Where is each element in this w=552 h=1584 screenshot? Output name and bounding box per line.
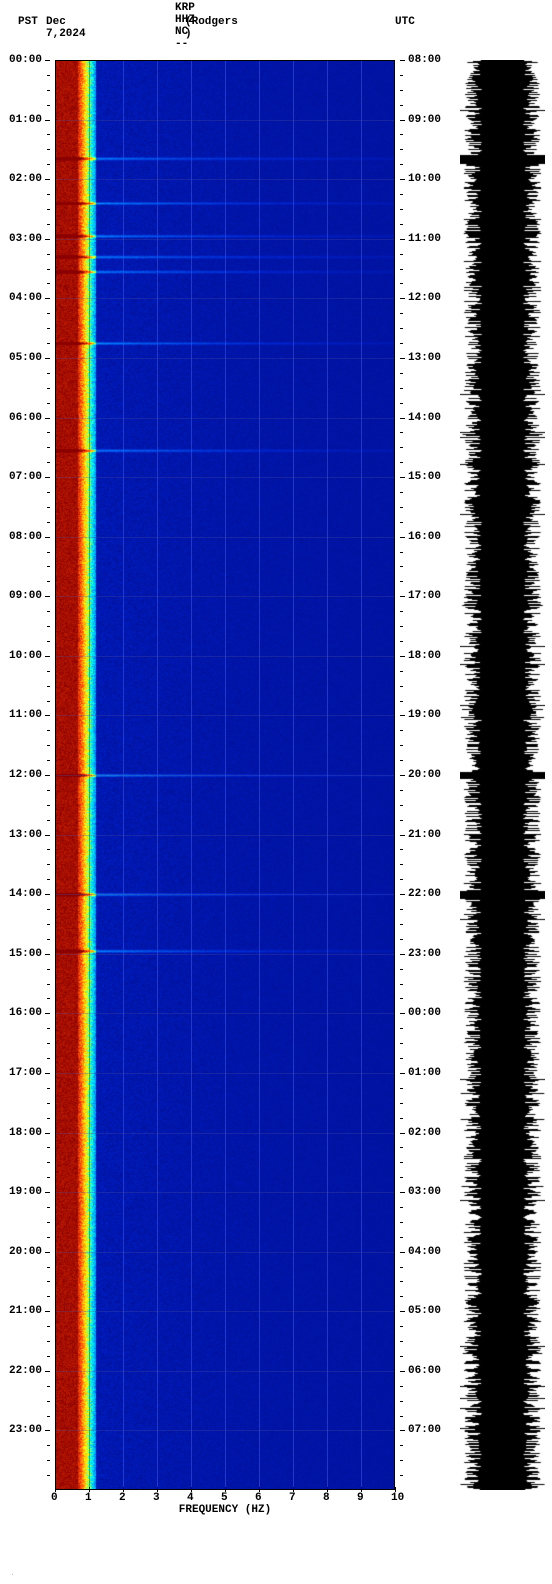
y-axis-left: 00:0001:0002:0003:0004:0005:0006:0007:00…: [0, 60, 50, 1490]
x-axis-label: FREQUENCY (HZ): [55, 1504, 395, 1516]
y-right-tick-label: 22:00: [408, 888, 441, 900]
y-left-tick-label: 01:00: [9, 114, 42, 126]
y-axis-right: 08:0009:0010:0011:0012:0013:0014:0015:00…: [400, 60, 450, 1490]
y-left-tick-label: 03:00: [9, 233, 42, 245]
y-left-tick-label: 07:00: [9, 471, 42, 483]
footer-mark: .: [10, 1569, 15, 1578]
y-left-tick-label: 18:00: [9, 1127, 42, 1139]
y-left-tick-label: 00:00: [9, 54, 42, 66]
y-right-tick-label: 14:00: [408, 412, 441, 424]
y-left-tick-label: 11:00: [9, 709, 42, 721]
y-left-tick-label: 15:00: [9, 948, 42, 960]
y-right-tick-label: 18:00: [408, 650, 441, 662]
y-left-tick-label: 17:00: [9, 1067, 42, 1079]
y-right-tick-label: 07:00: [408, 1424, 441, 1436]
y-left-tick-label: 20:00: [9, 1246, 42, 1258]
y-left-tick-label: 19:00: [9, 1186, 42, 1198]
x-tick-label: 10: [391, 1492, 404, 1504]
y-left-tick-label: 12:00: [9, 769, 42, 781]
waveform-canvas: [460, 60, 545, 1490]
y-right-tick-label: 08:00: [408, 54, 441, 66]
y-left-tick-label: 06:00: [9, 412, 42, 424]
y-right-tick-label: 15:00: [408, 471, 441, 483]
x-tick-label: 0: [51, 1492, 58, 1504]
tz-right-label: UTC: [395, 16, 415, 28]
y-right-tick-label: 11:00: [408, 233, 441, 245]
y-right-tick-label: 06:00: [408, 1365, 441, 1377]
y-right-tick-label: 13:00: [408, 352, 441, 364]
x-tick-label: 7: [289, 1492, 296, 1504]
y-right-tick-label: 03:00: [408, 1186, 441, 1198]
y-right-tick-label: 19:00: [408, 709, 441, 721]
x-tick-label: 3: [153, 1492, 160, 1504]
y-right-tick-label: 21:00: [408, 829, 441, 841]
y-right-tick-label: 04:00: [408, 1246, 441, 1258]
y-left-tick-label: 09:00: [9, 590, 42, 602]
x-tick-label: 6: [255, 1492, 262, 1504]
y-right-tick-label: 09:00: [408, 114, 441, 126]
y-left-tick-label: 08:00: [9, 531, 42, 543]
waveform-plot: [460, 60, 545, 1490]
y-right-tick-label: 23:00: [408, 948, 441, 960]
y-left-tick-label: 04:00: [9, 292, 42, 304]
tz-left-label: PST: [18, 16, 38, 28]
y-left-tick-label: 02:00: [9, 173, 42, 185]
y-right-tick-label: 00:00: [408, 1007, 441, 1019]
y-left-tick-label: 16:00: [9, 1007, 42, 1019]
y-right-tick-label: 16:00: [408, 531, 441, 543]
y-right-tick-label: 05:00: [408, 1305, 441, 1317]
y-left-tick-label: 23:00: [9, 1424, 42, 1436]
y-right-tick-label: 17:00: [408, 590, 441, 602]
x-tick-label: 5: [221, 1492, 228, 1504]
y-left-tick-label: 14:00: [9, 888, 42, 900]
x-tick-label: 8: [323, 1492, 330, 1504]
y-left-tick-label: 13:00: [9, 829, 42, 841]
y-right-tick-label: 10:00: [408, 173, 441, 185]
y-right-tick-label: 12:00: [408, 292, 441, 304]
x-tick-label: 4: [187, 1492, 194, 1504]
y-left-tick-label: 22:00: [9, 1365, 42, 1377]
x-tick-label: 2: [119, 1492, 126, 1504]
y-right-tick-label: 20:00: [408, 769, 441, 781]
y-left-tick-label: 05:00: [9, 352, 42, 364]
y-right-tick-label: 02:00: [408, 1127, 441, 1139]
date-label: Dec 7,2024: [46, 16, 86, 40]
x-tick-label: 1: [85, 1492, 92, 1504]
y-left-tick-label: 21:00: [9, 1305, 42, 1317]
y-right-tick-label: 01:00: [408, 1067, 441, 1079]
y-left-tick-label: 10:00: [9, 650, 42, 662]
location-label: (Rodgers ): [185, 16, 238, 40]
spectrogram-plot: [55, 60, 395, 1490]
x-tick-label: 9: [357, 1492, 364, 1504]
